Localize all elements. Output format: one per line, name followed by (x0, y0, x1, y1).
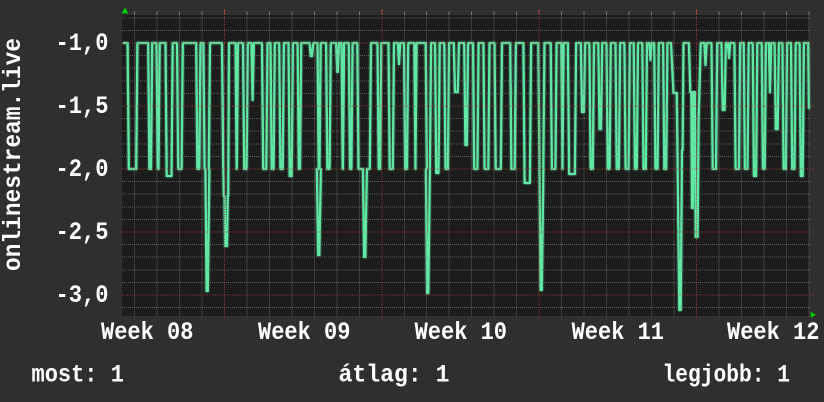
svg-text:-1,5: -1,5 (56, 92, 109, 121)
svg-text:-3,0: -3,0 (56, 281, 109, 310)
svg-text:-1,0: -1,0 (56, 29, 109, 58)
svg-text:Week 08: Week 08 (101, 318, 193, 347)
svg-text:legjobb: 1: legjobb: 1 (663, 361, 791, 390)
svg-text:Week 12: Week 12 (727, 318, 819, 347)
svg-text:-2,5: -2,5 (56, 218, 109, 247)
svg-text:most: 1: most: 1 (32, 361, 124, 390)
svg-text:Week 09: Week 09 (258, 318, 350, 347)
svg-text:onlinestream.live: onlinestream.live (0, 38, 28, 271)
svg-text:Week 10: Week 10 (415, 318, 507, 347)
svg-text:átlag: 1: átlag: 1 (339, 361, 450, 390)
svg-text:Week 11: Week 11 (572, 318, 664, 347)
svg-text:-2,0: -2,0 (56, 155, 109, 184)
